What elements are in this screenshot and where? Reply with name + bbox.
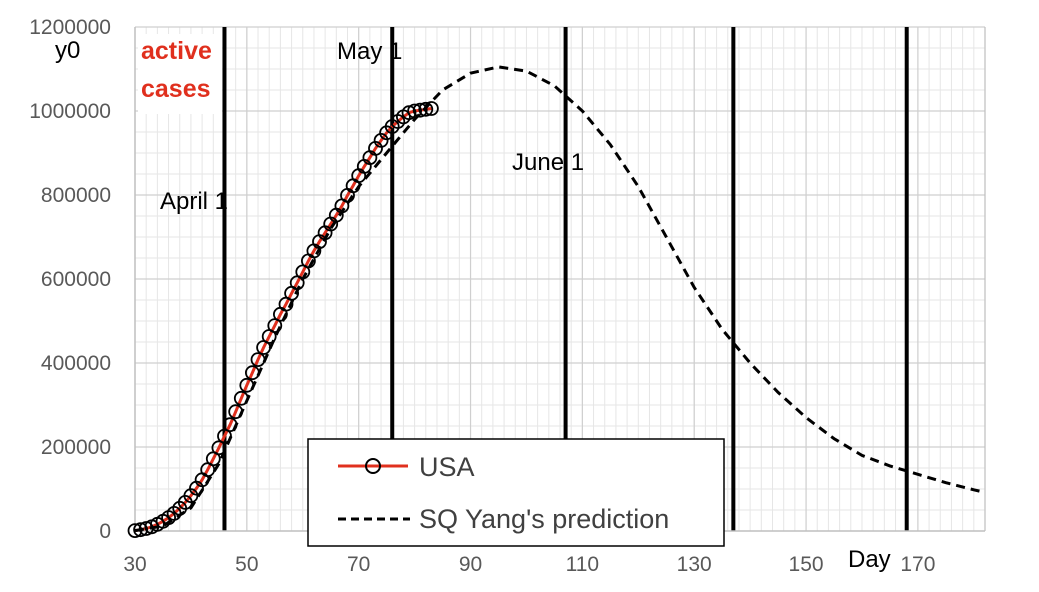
x-tick-label: 170	[900, 553, 935, 576]
series-layer	[127, 65, 986, 538]
y-tick-label: 200000	[41, 436, 111, 459]
corner-label-background	[138, 34, 222, 114]
y-tick-label: 1000000	[29, 100, 111, 123]
x-tick-label: 50	[235, 553, 258, 576]
x-tick-label: 90	[459, 553, 482, 576]
y-tick-label: 400000	[41, 352, 111, 375]
legend-label-usa: USA	[419, 452, 475, 482]
usa-data-point	[133, 522, 149, 538]
usa-data-point	[412, 102, 428, 118]
corner-label: active cases	[138, 34, 222, 114]
legend-swatch-usa-marker	[365, 458, 381, 474]
x-tick-label: 110	[566, 553, 599, 576]
x-axis-label: Day	[848, 546, 891, 573]
y-tick-label: 600000	[41, 268, 111, 291]
marker-label-june-1: June 1	[512, 149, 584, 176]
marker-label-april-1: April 1	[160, 188, 228, 215]
x-tick-label: 30	[123, 553, 146, 576]
y-axis-label: y0	[55, 37, 80, 64]
legend-box	[307, 438, 725, 547]
corner-label-line-cases: cases	[141, 75, 211, 103]
prediction-line	[134, 65, 986, 533]
usa-data-point	[217, 428, 232, 444]
usa-data-point	[418, 101, 434, 117]
y-tick-label: 800000	[41, 184, 111, 207]
y-tick-label: 0	[99, 520, 111, 543]
marker-label-may-1: May 1	[337, 38, 402, 65]
legend-label-prediction: SQ Yang's prediction	[419, 504, 669, 534]
x-tick-label: 130	[677, 553, 712, 576]
date-marker-labels: April 1 May 1 June 1	[160, 38, 584, 215]
usa-data-point	[211, 440, 227, 456]
axes-layer: 0 200000 400000 600000 800000 1000000 1200000 3…	[29, 16, 986, 576]
y-tick-label: 1200000	[29, 16, 111, 39]
x-tick-label: 70	[347, 553, 370, 576]
x-tick-label: 150	[789, 553, 824, 576]
corner-label-line-active: active	[141, 37, 212, 65]
usa-data-point	[373, 132, 389, 148]
legend: USA SQ Yang's prediction	[307, 438, 725, 547]
